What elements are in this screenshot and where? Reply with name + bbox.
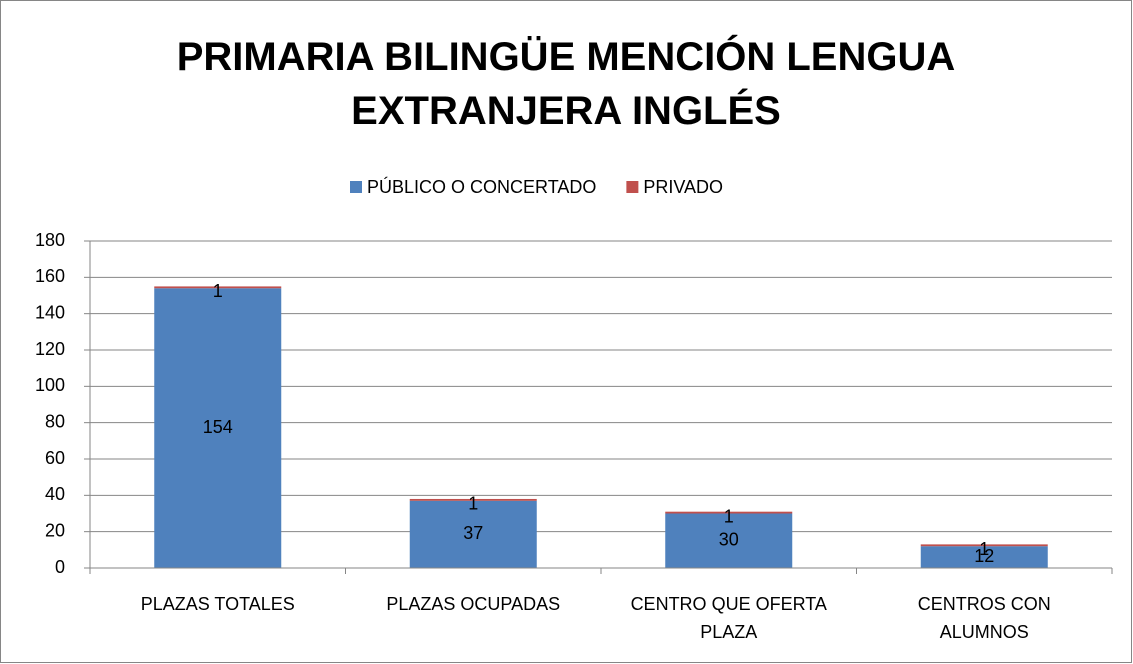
data-label: 1 — [468, 494, 478, 514]
y-tick-label: 20 — [45, 520, 65, 540]
y-tick-label: 180 — [35, 230, 65, 250]
y-tick-label: 40 — [45, 484, 65, 504]
legend-swatch — [626, 181, 639, 193]
bar-segment — [154, 288, 282, 568]
data-label: 30 — [719, 530, 739, 550]
x-tick-label: PLAZAS OCUPADAS — [386, 594, 561, 614]
y-tick-label: 0 — [55, 557, 65, 577]
x-tick-label: CENTROS CON ALUMNOS — [917, 594, 1051, 642]
y-tick-label: 120 — [35, 339, 65, 359]
data-label: 1 — [724, 506, 734, 526]
x-tick-label: PLAZAS TOTALES — [140, 594, 295, 614]
y-tick-label: 140 — [35, 302, 65, 322]
data-label: 12 — [974, 546, 994, 566]
chart-title: PRIMARIA BILINGÜE MENCIÓN LENGUA EXTRANJ… — [176, 35, 956, 133]
bar-segment — [409, 498, 537, 501]
data-label: 1 — [979, 539, 989, 559]
data-label: 37 — [463, 523, 483, 543]
data-label: 154 — [203, 417, 233, 437]
y-tick-label: 160 — [35, 266, 65, 286]
bar-segment — [665, 513, 793, 568]
bar-segment — [409, 500, 537, 568]
y-tick-label: 100 — [35, 375, 65, 395]
bar-segment — [920, 544, 1048, 547]
y-tick-label: 80 — [45, 411, 65, 431]
bar-segment — [920, 546, 1048, 568]
legend-swatch — [350, 181, 362, 193]
x-tick-label: CENTRO QUE OFERTA PLAZA — [630, 594, 827, 642]
bar-segment — [154, 286, 282, 289]
data-label: 1 — [213, 281, 223, 301]
legend-label: PÚBLICO O CONCERTADO — [367, 176, 596, 197]
legend-label: PRIVADO — [643, 177, 723, 197]
y-tick-label: 60 — [45, 448, 65, 468]
bar-segment — [665, 511, 793, 514]
